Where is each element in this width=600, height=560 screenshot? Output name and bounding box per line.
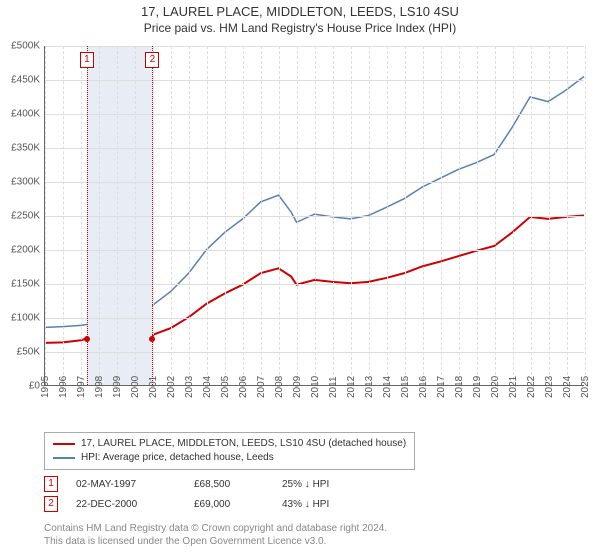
- y-axis-label: £200K: [0, 245, 40, 256]
- sale-marker: [149, 336, 155, 342]
- x-axis-label: 2007: [256, 376, 267, 398]
- footer-line: Contains HM Land Registry data © Crown c…: [44, 522, 387, 535]
- event-badge: 2: [44, 496, 58, 512]
- sale-marker: [84, 336, 90, 342]
- event-date: 02-MAY-1997: [76, 479, 176, 490]
- x-axis-label: 2013: [364, 376, 375, 398]
- y-axis-label: £300K: [0, 177, 40, 188]
- x-axis-label: 1996: [58, 376, 69, 398]
- legend-item: HPI: Average price, detached house, Leed…: [53, 451, 406, 465]
- x-axis-label: 2002: [166, 376, 177, 398]
- legend-swatch: [53, 443, 75, 445]
- x-axis-label: 2014: [382, 376, 393, 398]
- price-chart: 12 £0£50K£100K£150K£200K£250K£300K£350K£…: [44, 46, 584, 406]
- event-delta: 43% ↓ HPI: [282, 499, 372, 510]
- x-axis-label: 1998: [94, 376, 105, 398]
- event-price: £69,000: [194, 499, 264, 510]
- x-axis-label: 2015: [400, 376, 411, 398]
- x-axis-label: 2019: [472, 376, 483, 398]
- legend-item: 17, LAUREL PLACE, MIDDLETON, LEEDS, LS10…: [53, 437, 406, 451]
- x-axis-label: 2001: [148, 376, 159, 398]
- x-axis-label: 2003: [184, 376, 195, 398]
- x-axis-label: 2017: [436, 376, 447, 398]
- sale-marker-badge: 1: [80, 52, 94, 68]
- event-price: £68,500: [194, 479, 264, 490]
- x-axis-label: 1995: [40, 376, 51, 398]
- x-axis-label: 1999: [112, 376, 123, 398]
- legend: 17, LAUREL PLACE, MIDDLETON, LEEDS, LS10…: [44, 432, 415, 470]
- x-axis-label: 2016: [418, 376, 429, 398]
- x-axis-label: 2022: [526, 376, 537, 398]
- x-axis-label: 2000: [130, 376, 141, 398]
- x-axis-label: 2009: [292, 376, 303, 398]
- x-axis-label: 2010: [310, 376, 321, 398]
- y-axis-label: £400K: [0, 109, 40, 120]
- x-axis-label: 2020: [490, 376, 501, 398]
- legend-label: 17, LAUREL PLACE, MIDDLETON, LEEDS, LS10…: [81, 437, 406, 451]
- x-axis-label: 2024: [562, 376, 573, 398]
- legend-swatch: [53, 457, 75, 459]
- x-axis-label: 1997: [76, 376, 87, 398]
- page-title: 17, LAUREL PLACE, MIDDLETON, LEEDS, LS10…: [0, 4, 600, 19]
- y-axis-label: £350K: [0, 143, 40, 154]
- event-row: 1 02-MAY-1997 £68,500 25% ↓ HPI: [44, 474, 372, 494]
- y-axis-label: £150K: [0, 279, 40, 290]
- x-axis-label: 2018: [454, 376, 465, 398]
- x-axis-label: 2012: [346, 376, 357, 398]
- y-axis-label: £0: [0, 381, 40, 392]
- footer-attribution: Contains HM Land Registry data © Crown c…: [44, 522, 387, 548]
- y-axis-label: £100K: [0, 313, 40, 324]
- x-axis-label: 2008: [274, 376, 285, 398]
- x-axis-label: 2011: [328, 376, 339, 398]
- y-axis-label: £500K: [0, 41, 40, 52]
- event-delta: 25% ↓ HPI: [282, 479, 372, 490]
- x-axis-label: 2004: [202, 376, 213, 398]
- event-date: 22-DEC-2000: [76, 499, 176, 510]
- x-axis-label: 2006: [238, 376, 249, 398]
- y-axis-label: £250K: [0, 211, 40, 222]
- event-badge: 1: [44, 476, 58, 492]
- legend-label: HPI: Average price, detached house, Leed…: [81, 451, 274, 465]
- events-table: 1 02-MAY-1997 £68,500 25% ↓ HPI 2 22-DEC-2000…: [44, 474, 372, 514]
- x-axis-label: 2021: [508, 376, 519, 398]
- footer-line: This data is licensed under the Open Gov…: [44, 535, 387, 548]
- sale-marker-badge: 2: [145, 52, 159, 68]
- event-row: 2 22-DEC-2000 £69,000 43% ↓ HPI: [44, 494, 372, 514]
- x-axis-label: 2023: [544, 376, 555, 398]
- y-axis-label: £50K: [0, 347, 40, 358]
- x-axis-label: 2005: [220, 376, 231, 398]
- x-axis-label: 2025: [580, 376, 591, 398]
- y-axis-label: £450K: [0, 75, 40, 86]
- page-subtitle: Price paid vs. HM Land Registry's House …: [0, 21, 600, 35]
